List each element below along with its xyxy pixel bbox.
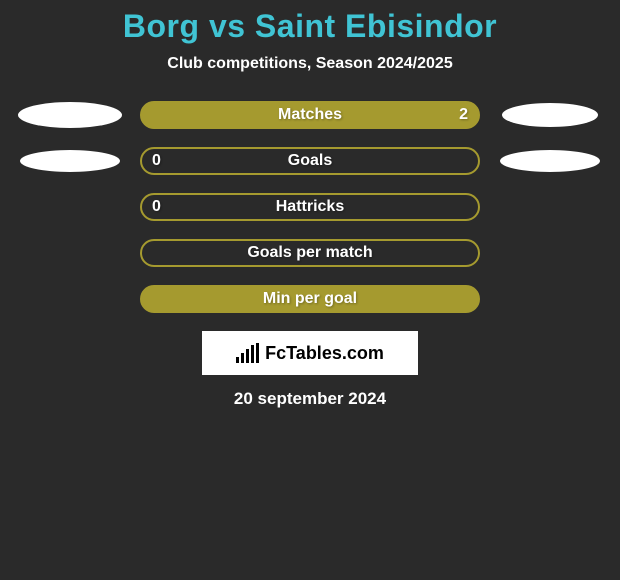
ellipse-shape — [502, 103, 598, 127]
left-shape-wrap — [0, 102, 140, 128]
stat-bar: Goals per match — [140, 239, 480, 267]
logo-box: FcTables.com — [202, 331, 418, 375]
stat-label: Min per goal — [263, 290, 357, 308]
stat-row: Min per goal — [0, 285, 620, 313]
ellipse-shape — [20, 150, 120, 172]
stat-label: Goals per match — [247, 244, 372, 262]
stat-row: Matches 2 — [0, 101, 620, 129]
stat-left-value: 0 — [152, 152, 161, 170]
stat-right-value: 2 — [459, 106, 468, 124]
stat-label: Goals — [288, 152, 332, 170]
stat-bar: Matches 2 — [140, 101, 480, 129]
stat-left-value: 0 — [152, 198, 161, 216]
bars-icon — [236, 343, 259, 363]
ellipse-shape — [18, 102, 122, 128]
logo: FcTables.com — [236, 343, 384, 364]
comparison-widget: Borg vs Saint Ebisindor Club competition… — [0, 0, 620, 409]
date-text: 20 september 2024 — [0, 389, 620, 409]
page-title: Borg vs Saint Ebisindor — [0, 8, 620, 45]
stat-row: Goals per match — [0, 239, 620, 267]
stat-bar: 0 Hattricks — [140, 193, 480, 221]
right-shape-wrap — [480, 103, 620, 127]
left-shape-wrap — [0, 150, 140, 172]
stat-label: Matches — [278, 106, 342, 124]
stats-list: Matches 2 0 Goals 0 Hattricks Goals per match M… — [0, 101, 620, 313]
subtitle: Club competitions, Season 2024/2025 — [0, 55, 620, 73]
stat-bar: Min per goal — [140, 285, 480, 313]
stat-label: Hattricks — [276, 198, 344, 216]
stat-row: 0 Goals — [0, 147, 620, 175]
ellipse-shape — [500, 150, 600, 172]
right-shape-wrap — [480, 150, 620, 172]
stat-bar: 0 Goals — [140, 147, 480, 175]
stat-row: 0 Hattricks — [0, 193, 620, 221]
logo-text: FcTables.com — [265, 343, 384, 364]
